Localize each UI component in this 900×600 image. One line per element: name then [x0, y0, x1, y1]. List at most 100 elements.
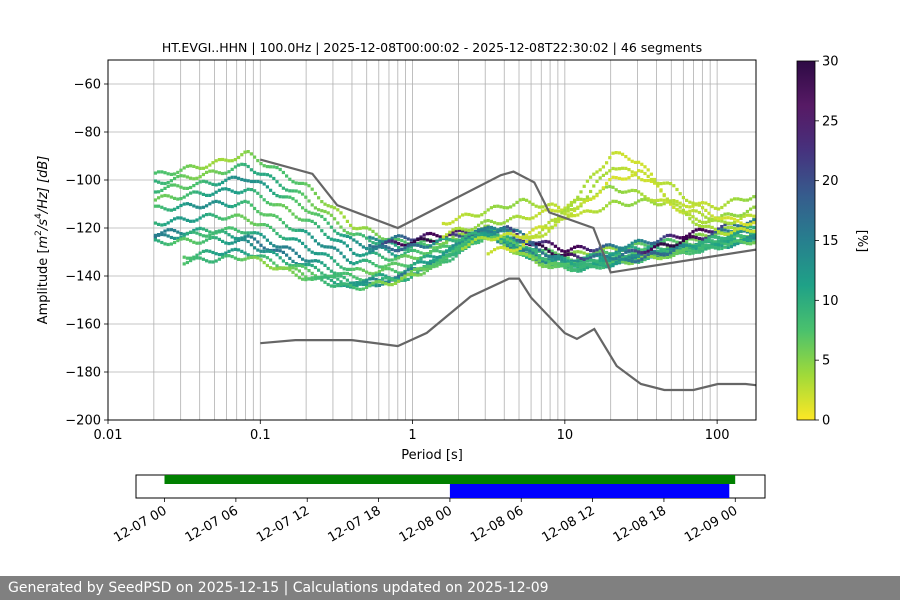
psd-cell — [285, 188, 289, 192]
psd-cell — [701, 237, 705, 241]
psd-cell — [333, 259, 337, 263]
psd-cell — [419, 244, 423, 248]
psd-cell — [230, 226, 234, 230]
psd-cell — [425, 245, 429, 249]
psd-cell — [304, 278, 308, 282]
psd-cell — [409, 245, 413, 249]
psd-cell — [601, 263, 605, 268]
psd-cell — [291, 212, 295, 216]
psd-cell — [617, 167, 621, 171]
psd-cell — [509, 226, 513, 230]
psd-cell — [406, 244, 410, 248]
psd-cell — [169, 228, 173, 232]
psd-cell — [739, 226, 743, 231]
psd-cell — [643, 195, 647, 199]
psd-cell — [678, 205, 682, 209]
psd-cell — [441, 235, 445, 239]
psd-cell — [566, 203, 570, 207]
psd-cell — [502, 221, 506, 225]
psd-cell — [742, 198, 746, 202]
psd-cell — [534, 233, 538, 237]
psd-cell — [733, 229, 737, 233]
psd-cell — [249, 243, 253, 247]
colorbar-gradient — [796, 60, 816, 421]
psd-cell — [681, 196, 685, 200]
psd-cell — [665, 197, 669, 201]
psd-cell — [633, 189, 637, 193]
x-tick-label: 0.1 — [250, 428, 271, 443]
psd-cell — [176, 170, 180, 174]
psd-cell — [409, 243, 413, 247]
psd-cell — [377, 283, 381, 287]
psd-cell — [595, 253, 599, 257]
psd-cell — [659, 237, 663, 241]
psd-cell — [637, 238, 641, 242]
psd-cell — [550, 258, 554, 262]
psd-cell — [537, 254, 541, 258]
psd-cell — [745, 209, 749, 214]
psd-cell — [224, 171, 228, 175]
psd-cell — [537, 241, 541, 245]
psd-cell — [192, 219, 196, 223]
psd-cell — [259, 223, 263, 227]
psd-cell — [630, 188, 634, 192]
psd-cell — [621, 177, 625, 181]
psd-cell — [598, 209, 602, 213]
psd-cell — [614, 254, 618, 258]
psd-cell — [281, 170, 285, 175]
psd-cell — [656, 241, 660, 245]
psd-cell — [573, 259, 577, 263]
psd-cell — [681, 203, 685, 207]
psd-cell — [595, 260, 599, 264]
psd-cell — [368, 247, 372, 251]
psd-cell — [253, 231, 257, 235]
psd-cell — [656, 243, 660, 247]
psd-cell — [518, 235, 522, 240]
psd-cell — [198, 251, 202, 255]
psd-cell — [669, 247, 673, 251]
psd-cell — [409, 267, 413, 271]
psd-cell — [582, 257, 586, 261]
psd-cell — [678, 241, 682, 245]
psd-cell — [720, 225, 724, 229]
psd-cell — [416, 243, 420, 247]
psd-cell — [406, 268, 410, 272]
psd-cell — [483, 234, 487, 238]
psd-cell — [528, 254, 532, 258]
psd-cell — [637, 160, 641, 164]
psd-cell — [710, 225, 714, 229]
psd-cell — [451, 220, 455, 224]
psd-cell — [243, 178, 247, 182]
psd-cell — [256, 254, 260, 258]
psd-cell — [525, 233, 529, 237]
psd-cell — [627, 243, 631, 247]
psd-cell — [608, 253, 612, 257]
psd-cell — [704, 215, 708, 219]
psd-cell — [265, 165, 269, 169]
psd-cell — [413, 239, 417, 244]
psd-cell — [717, 243, 721, 247]
psd-cell — [400, 239, 404, 243]
psd-cell — [352, 226, 356, 230]
psd-cell — [630, 252, 634, 256]
psd-cell — [576, 250, 580, 254]
psd-cell — [205, 180, 209, 184]
psd-cell — [521, 233, 525, 237]
psd-cell — [608, 184, 612, 189]
psd-cell — [688, 235, 692, 239]
psd-cell — [371, 250, 375, 254]
psd-cell — [544, 246, 548, 251]
psd-cell — [259, 258, 263, 262]
psd-cell — [691, 249, 695, 253]
psd-cell — [585, 254, 589, 258]
psd-cell — [336, 231, 340, 236]
psd-cell — [451, 249, 455, 253]
psd-cell — [653, 180, 657, 184]
psd-cell — [422, 242, 426, 246]
psd-cell — [592, 172, 596, 176]
psd-cell — [656, 198, 660, 202]
psd-cell — [201, 214, 205, 218]
psd-cell — [451, 235, 455, 239]
psd-cell — [243, 238, 247, 242]
psd-cell — [713, 227, 717, 231]
